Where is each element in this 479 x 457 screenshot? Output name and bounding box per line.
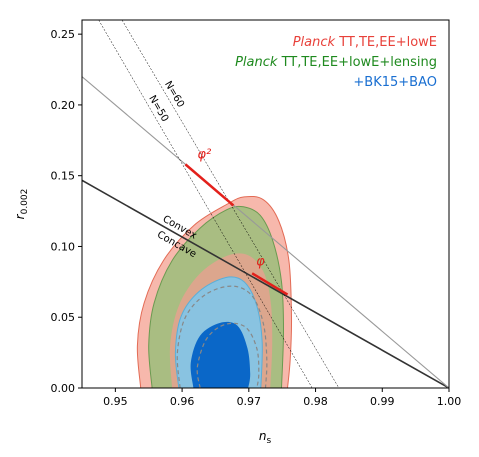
y-axis-ticks: 0.00 0.05 0.10 0.15 0.20 0.25 bbox=[51, 28, 82, 395]
y-tick-label: 0.10 bbox=[51, 240, 76, 253]
convex-concave-line-1 bbox=[82, 179, 449, 388]
confidence-contours bbox=[136, 195, 293, 388]
y-axis-label: r0.002 bbox=[13, 189, 30, 220]
dashed-contour-1 bbox=[176, 285, 268, 388]
phi2-line-line-2 bbox=[82, 76, 449, 388]
legend-entry-2: Planck TT,TE,EE+lowE+lensing bbox=[235, 55, 437, 70]
legend-entry-3: +BK15+BAO bbox=[353, 75, 437, 90]
plot-frame bbox=[81, 19, 450, 389]
efold-line-3 bbox=[98, 20, 313, 388]
legend-entry-1: Planck TT,TE,EE+lowE bbox=[293, 35, 437, 50]
legend: Planck TT,TE,EE+lowE Planck TT,TE,EE+lowE… bbox=[235, 35, 437, 90]
x-tick-label: 0.98 bbox=[303, 395, 328, 408]
y-tick-label: 0.00 bbox=[51, 382, 76, 395]
x-axis-label: ns bbox=[259, 429, 272, 446]
prediction-segment-2 bbox=[251, 272, 289, 296]
y-tick-label: 0.05 bbox=[51, 311, 76, 324]
x-tick-label: 0.95 bbox=[103, 395, 128, 408]
x-tick-label: 0.97 bbox=[237, 395, 262, 408]
y-tick-label: 0.15 bbox=[51, 170, 76, 183]
x-tick-label: 1.00 bbox=[437, 395, 462, 408]
x-axis-ticks: 0.95 0.96 0.97 0.98 0.99 1.00 bbox=[103, 388, 461, 408]
x-tick-label: 0.99 bbox=[370, 395, 395, 408]
dashed-contour-2 bbox=[196, 322, 260, 388]
y-tick-label: 0.25 bbox=[51, 28, 76, 41]
y-tick-label: 0.20 bbox=[51, 99, 76, 112]
prediction-label-2: φ bbox=[256, 254, 265, 269]
efold-label-n60: N=60 bbox=[162, 79, 186, 109]
x-tick-label: 0.96 bbox=[170, 395, 195, 408]
prediction-segment-1 bbox=[184, 163, 235, 207]
contour-region-5 bbox=[190, 321, 251, 388]
prediction-label-1: φ² bbox=[197, 147, 211, 162]
